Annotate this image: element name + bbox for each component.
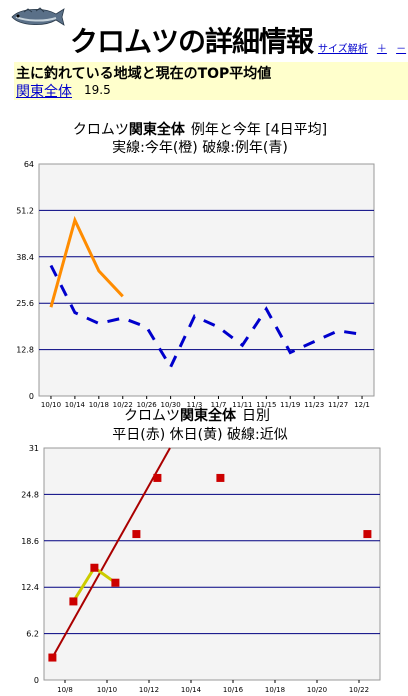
chart1-xtick: 10/14 [65,401,86,408]
size-analysis-link[interactable]: サイズ解析 [318,44,368,55]
chart1-ytick: 12.8 [16,346,34,355]
chart2-ytick: 31 [29,444,39,453]
chart2-point [216,473,225,482]
chart1-xtick: 11/27 [328,401,348,408]
chart1-xtick: 10/30 [161,401,181,408]
chart1-title-desc: 例年と今年 [4日平均] [191,122,327,138]
chart1-xtick: 10/26 [137,401,158,408]
chart2-title-region: 関東全体 [180,407,237,424]
chart1-ytick: 64 [24,160,34,169]
region-link[interactable]: 関東全体 [16,84,72,100]
daily-chart: クロムツ関東全体 日別 平日(赤) 休日(黄) 破線:近似 0 6.2 12.4 18.… [21,407,381,694]
chart2-point [111,578,120,587]
chart1-series-last-year [49,264,363,371]
chart1-subtitle: 実線:今年(橙) 破線:例年(青) [112,140,288,156]
chart1-xtick: 11/19 [280,401,300,408]
chart2-ytick: 6.2 [26,630,39,639]
chart1-series-this-year [49,215,124,308]
chart2-xtick: 10/22 [349,686,369,694]
comparison-chart: クロムツ関東全体 例年と今年 [4日平均] 実線:今年(橙) 破線:例年(青) 0… [16,121,375,408]
chart2-ytick: 0 [34,676,39,685]
chart1-title-fish: クロムツ [73,122,129,138]
chart1-plot-area [38,163,375,397]
chart1-xtick: 12/1 [354,401,370,408]
chart1-ytick: 38.4 [16,253,34,262]
chart2-ytick: 18.6 [21,537,39,546]
chart2-ytick: 12.4 [21,583,39,592]
chart1-xtick: 11/3 [187,401,203,408]
page-title: クロムツの詳細情報 [70,25,314,58]
header: クロムツの詳細情報 サイズ解析 ＋ － [0,0,408,62]
chart2-point [363,530,372,539]
chart2-title-desc: 日別 [242,408,270,424]
chart1-xtick: 10/18 [89,401,109,408]
chart2-xtick: 10/12 [139,686,159,694]
chart1-title: クロムツ関東全体 例年と今年 [4日平均] [73,121,327,138]
chart2-xtick: 10/16 [223,686,244,694]
chart1-xtick: 11/15 [256,401,276,408]
chart2-xtick: 10/18 [265,686,285,694]
chart2-point [90,563,99,572]
toolbar: サイズ解析 ＋ － [318,40,408,55]
chart1-xtick: 11/11 [232,401,252,408]
chart2-ytick: 24.8 [21,490,39,499]
chart2-xtick: 10/20 [307,686,327,694]
chart1-xtick: 10/10 [41,401,61,408]
chart2-plot-area [43,447,381,681]
zoom-in-link[interactable]: ＋ [376,44,387,55]
chart2-point [132,530,141,539]
chart2-xtick: 10/14 [181,686,202,694]
chart2-title-fish: クロムツ [124,408,180,424]
chart1-ytick: 0 [29,392,34,401]
chart1-xtick: 11/7 [211,401,227,408]
summary-box: 主に釣れている地域と現在のTOP平均値 関東全体 19.5 [14,62,408,100]
chart2-point [153,473,162,482]
chart1-title-region: 関東全体 [129,121,186,138]
chart2-xtick: 10/10 [97,686,117,694]
chart2-trend-line [51,447,171,659]
chart2-subtitle: 平日(赤) 休日(黄) 破線:近似 [112,426,287,443]
chart2-title: クロムツ関東全体 日別 [124,407,270,424]
chart2-point [48,653,57,662]
zoom-out-link[interactable]: － [396,44,407,55]
chart2-point [69,597,78,606]
chart1-ytick: 25.6 [16,299,34,308]
chart1-ytick: 51.2 [16,206,34,215]
fish-icon [11,7,65,26]
chart1-xtick: 11/23 [304,401,324,408]
chart2-xtick: 10/8 [57,686,73,694]
summary-heading: 主に釣れている地域と現在のTOP平均値 [16,66,272,82]
top-average-value: 19.5 [84,83,111,97]
chart1-xtick: 10/22 [113,401,133,408]
